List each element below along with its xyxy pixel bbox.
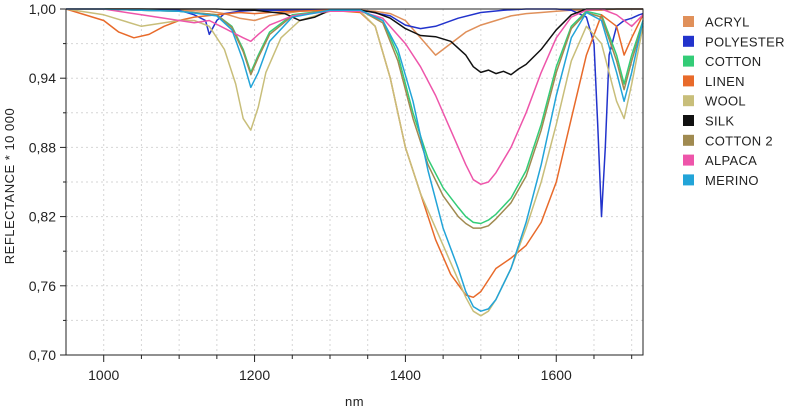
y-tick-label: 0,70 bbox=[29, 347, 56, 363]
series-line-merino bbox=[66, 8, 644, 312]
legend-label: MERINO bbox=[705, 173, 759, 188]
series-lines bbox=[65, 8, 644, 317]
legend-label: LINEN bbox=[705, 74, 745, 89]
series-line-alpaca bbox=[66, 8, 644, 186]
y-tick-label: 0,82 bbox=[29, 209, 56, 225]
legend-swatch bbox=[683, 75, 694, 87]
series-line-wool bbox=[65, 8, 644, 317]
legend-label: SILK bbox=[705, 114, 734, 129]
x-tick-label: 1200 bbox=[239, 367, 270, 383]
legend-swatch bbox=[683, 35, 694, 47]
legend-swatch bbox=[683, 134, 694, 146]
series-line-cotton-2 bbox=[66, 8, 644, 229]
legend-swatch bbox=[683, 16, 694, 27]
y-tick-label: 0,94 bbox=[29, 70, 56, 86]
legend-label: ACRYL bbox=[705, 15, 750, 30]
x-axis-ticks: 1000 1200 1400 1600 bbox=[88, 355, 633, 383]
x-tick-label: 1000 bbox=[88, 367, 119, 383]
y-axis-title: REFLECTANCE * 10 000 bbox=[2, 108, 17, 264]
y-axis-ticks: 0,70 0,76 0,82 0,88 0,94 1,00 bbox=[29, 1, 66, 363]
legend: ACRYL POLYESTER COTTON LINEN WOOL SILK COTTON … bbox=[683, 15, 785, 188]
y-tick-label: 0,88 bbox=[29, 139, 56, 155]
x-tick-label: 1600 bbox=[541, 367, 572, 383]
legend-label: ALPACA bbox=[705, 153, 757, 168]
legend-swatch bbox=[683, 55, 694, 67]
legend-label: COTTON 2 bbox=[705, 133, 773, 148]
y-tick-label: 1,00 bbox=[29, 1, 56, 17]
grid bbox=[65, 9, 643, 355]
legend-label: POLYESTER bbox=[705, 34, 785, 49]
x-axis-title: nm bbox=[345, 394, 364, 409]
legend-swatch bbox=[683, 95, 694, 107]
x-tick-label: 1400 bbox=[390, 367, 421, 383]
legend-swatch bbox=[683, 174, 694, 186]
legend-swatch bbox=[683, 154, 694, 166]
legend-label: WOOL bbox=[705, 94, 746, 109]
legend-swatch bbox=[683, 115, 694, 126]
series-line-silk bbox=[66, 8, 643, 76]
series-line-polyester bbox=[66, 8, 644, 218]
series-line-cotton bbox=[66, 8, 644, 225]
y-tick-label: 0,76 bbox=[29, 278, 56, 294]
legend-label: COTTON bbox=[705, 54, 761, 69]
